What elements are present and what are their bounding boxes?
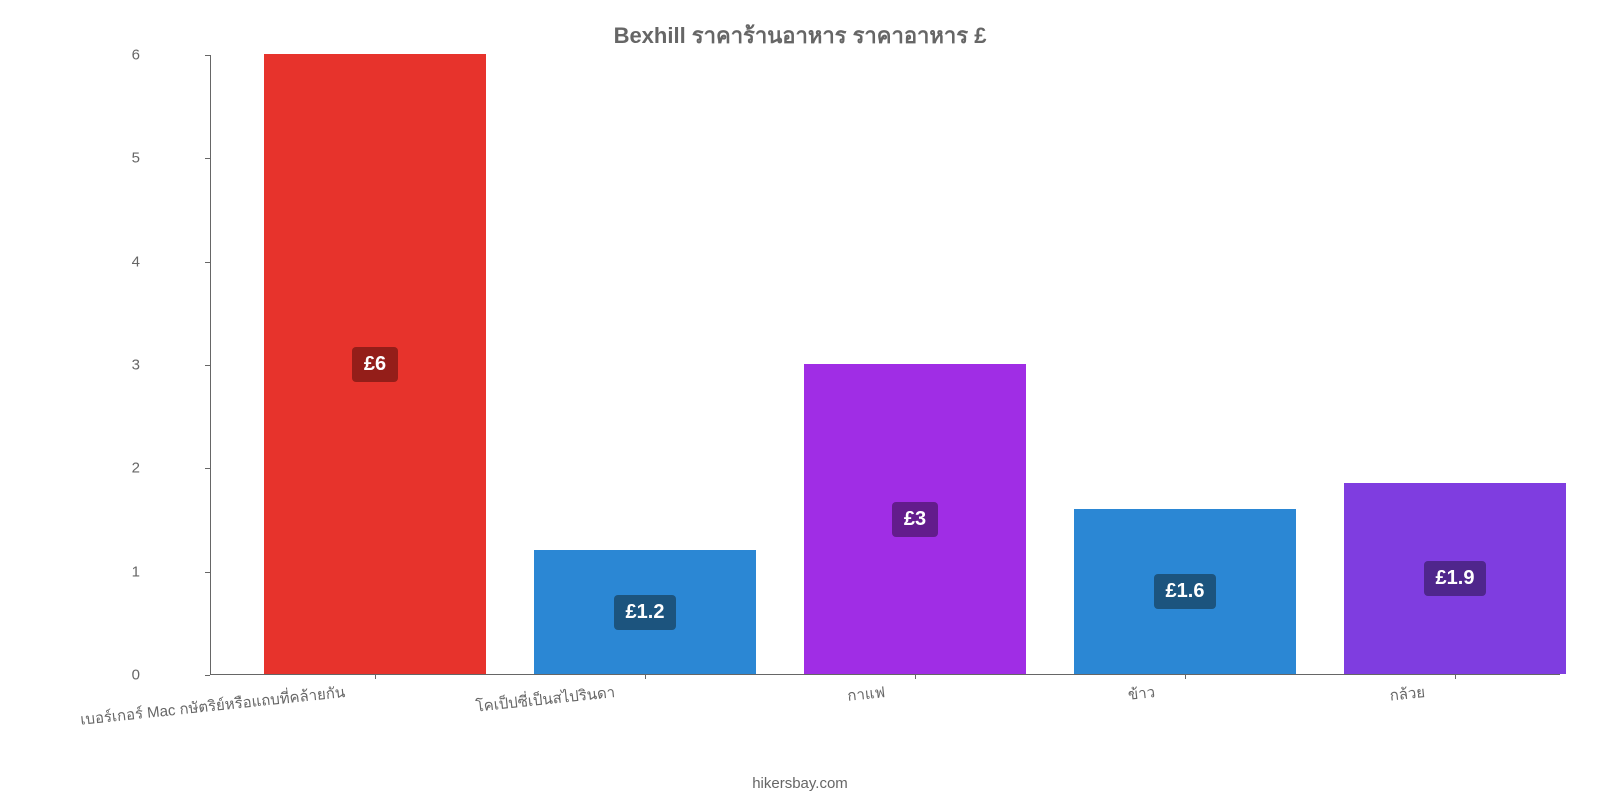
x-axis-label: กล้วย	[1125, 680, 1426, 735]
bar-value-badge: £6	[352, 347, 398, 382]
y-tick-mark	[205, 572, 210, 573]
chart-bar: £1.2	[534, 550, 755, 674]
x-tick-mark	[375, 674, 376, 679]
attribution-text: hikersbay.com	[752, 775, 848, 792]
y-tick-label: 3	[110, 357, 140, 374]
plot-area: £6 £1.2 £3 £1.6 £1.9	[210, 55, 1560, 675]
y-tick-label: 6	[110, 47, 140, 64]
bar-value-badge: £1.9	[1424, 561, 1487, 596]
x-axis-label: ข้าว	[855, 680, 1156, 735]
y-tick-mark	[205, 158, 210, 159]
x-tick-mark	[1185, 674, 1186, 679]
chart-bar: £6	[264, 54, 485, 674]
chart-bar: £3	[804, 364, 1025, 674]
y-tick-label: 1	[110, 563, 140, 580]
bar-value-badge: £1.2	[614, 595, 677, 630]
y-tick-mark	[205, 55, 210, 56]
x-tick-mark	[1455, 674, 1456, 679]
chart-title: Bexhill ราคาร้านอาหาร ราคาอาหาร £	[0, 0, 1600, 53]
chart-bar: £1.6	[1074, 509, 1295, 674]
y-tick-mark	[205, 675, 210, 676]
chart-bar: £1.9	[1344, 483, 1565, 674]
y-tick-label: 5	[110, 150, 140, 167]
chart-container: £6£1.2£3£1.6£1.9 0123456เบอร์เกอร์ Mac ก…	[180, 55, 1560, 710]
y-tick-mark	[205, 262, 210, 263]
x-axis-label: กาแฟ	[585, 680, 886, 735]
x-axis-label: เบอร์เกอร์ Mac กษัตริย์หรือแถบที่คล้ายกั…	[45, 680, 346, 735]
x-tick-mark	[645, 674, 646, 679]
bar-value-badge: £1.6	[1154, 574, 1217, 609]
y-tick-label: 2	[110, 460, 140, 477]
y-tick-mark	[205, 468, 210, 469]
bar-value-badge: £3	[892, 502, 938, 537]
y-tick-mark	[205, 365, 210, 366]
x-tick-mark	[915, 674, 916, 679]
x-axis-label: โคเป็ปซี่เป็นสไปรินดา	[315, 680, 616, 735]
y-tick-label: 0	[110, 667, 140, 684]
y-tick-label: 4	[110, 253, 140, 270]
